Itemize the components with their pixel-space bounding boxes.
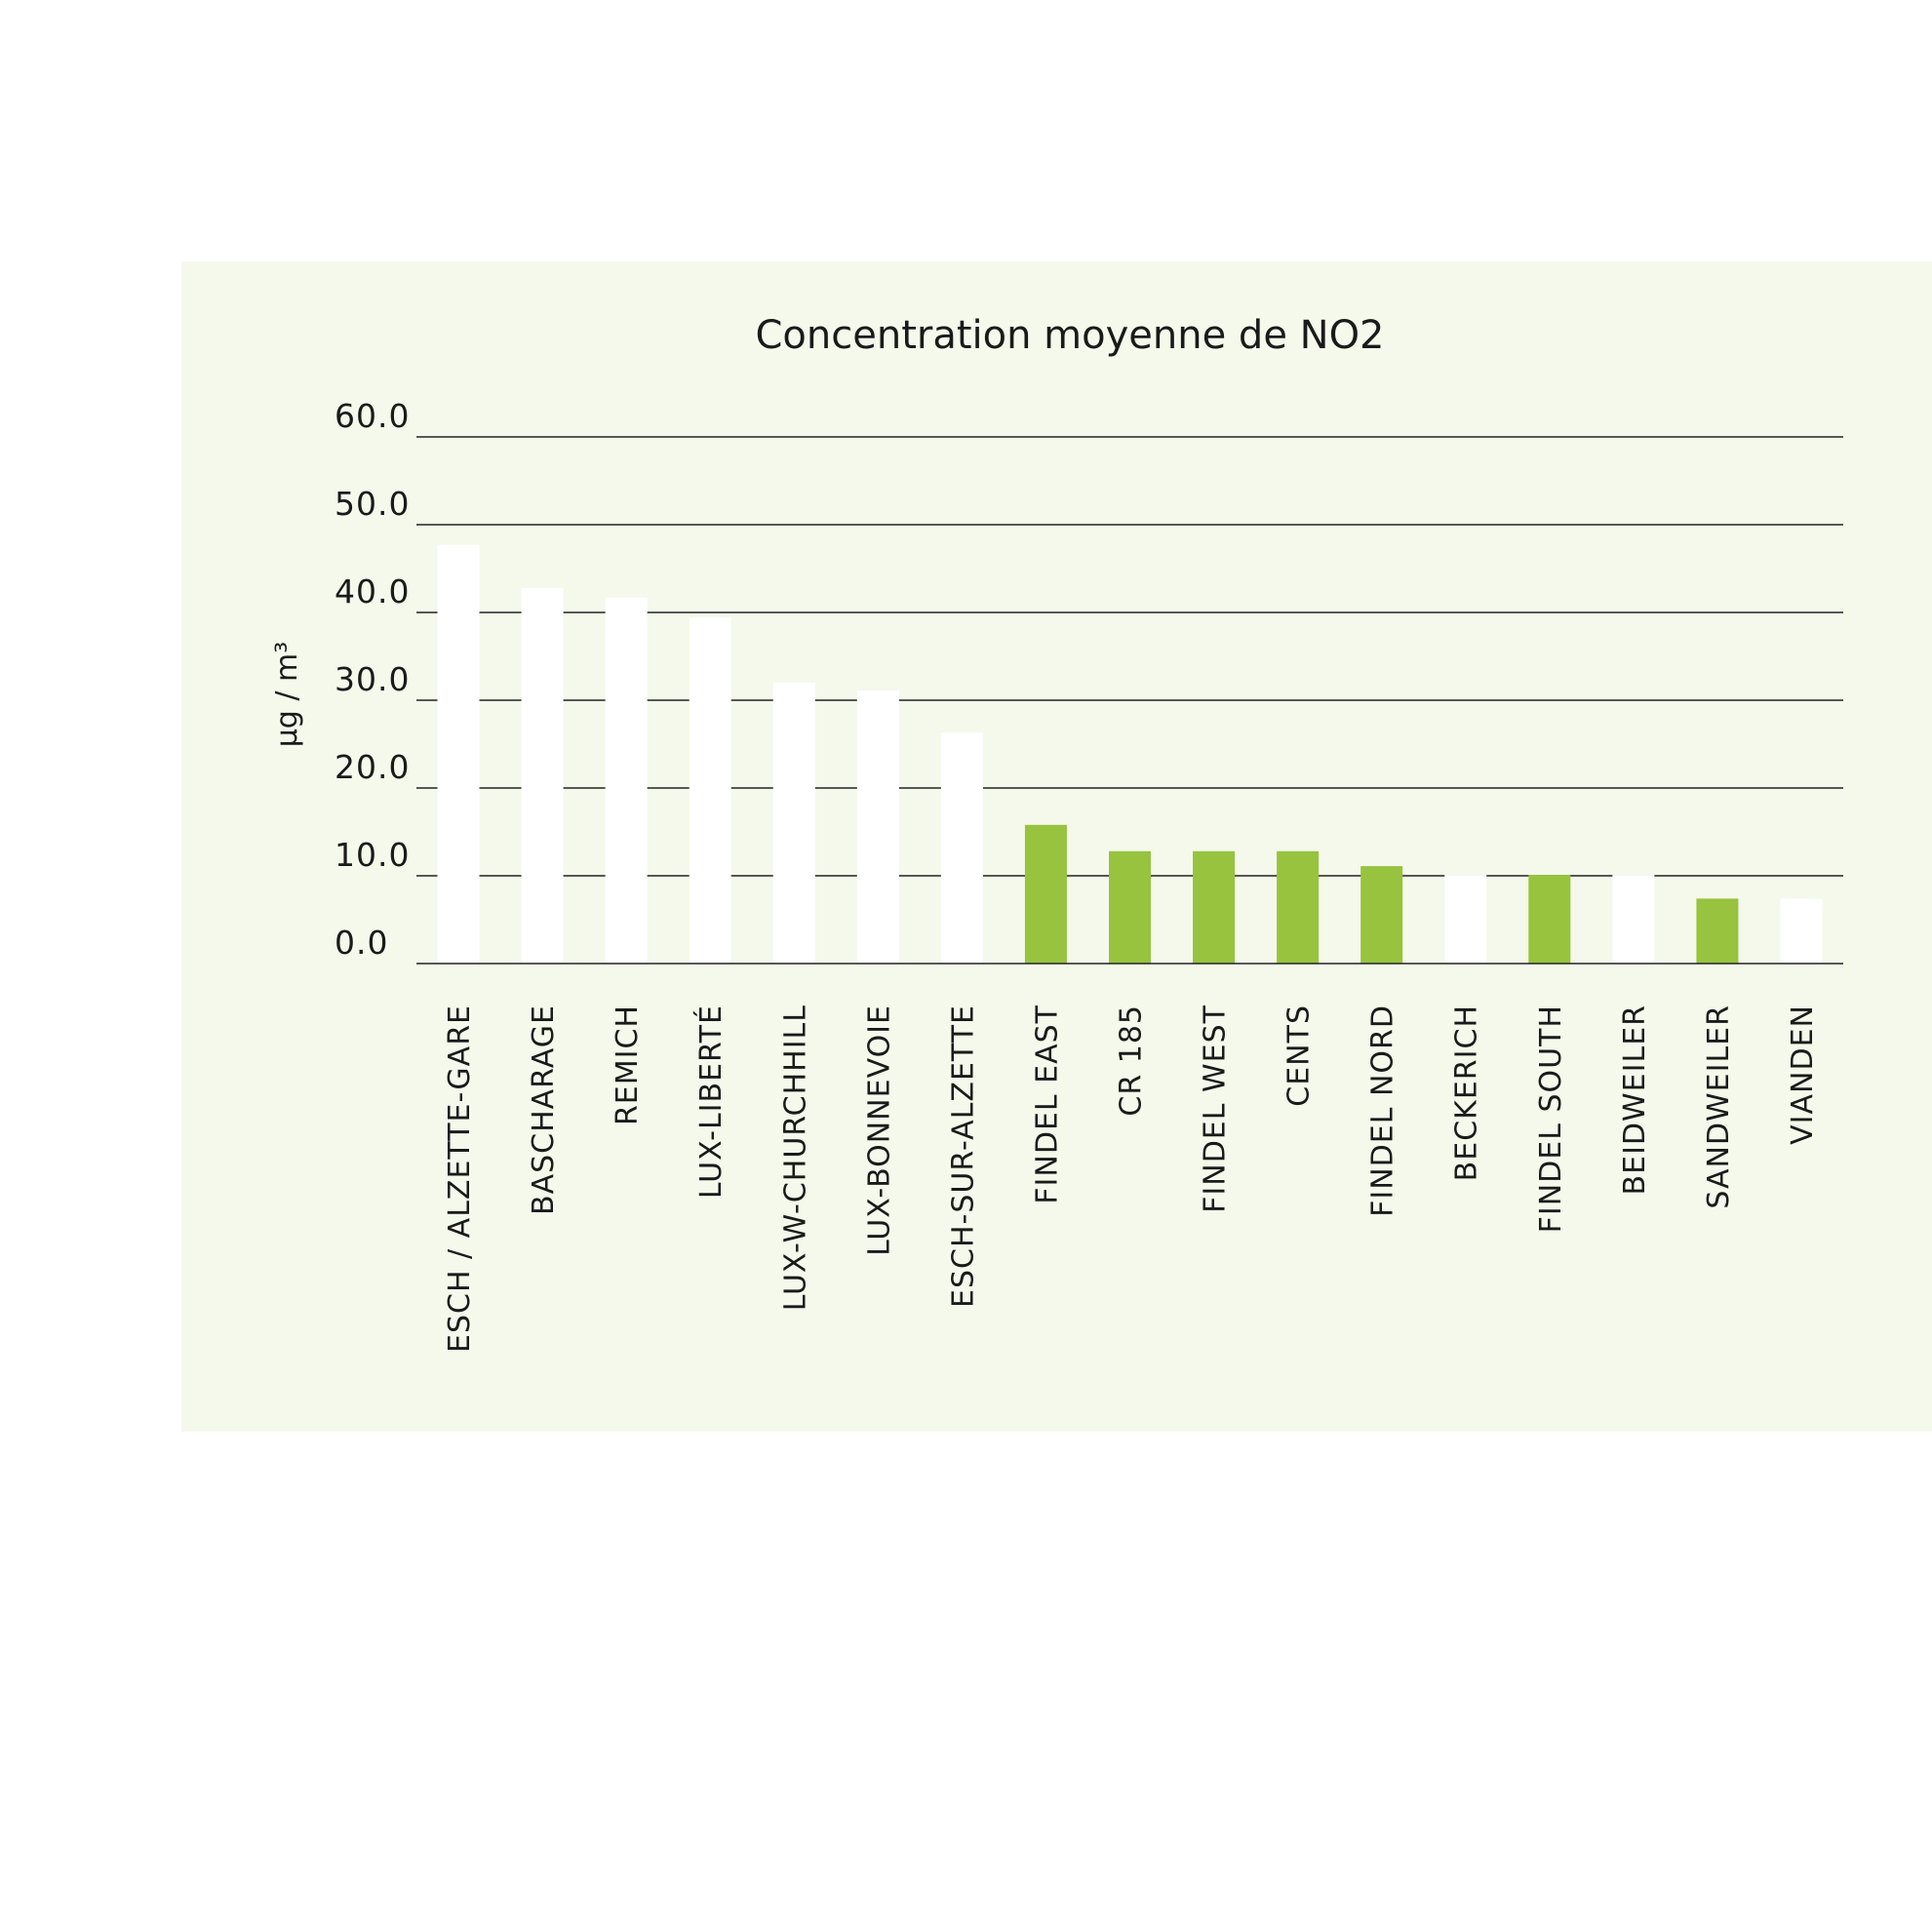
bar-4 (689, 617, 731, 964)
x-category-label: VIANDEN (1786, 1005, 1820, 1145)
x-category-label: SANDWEILER (1702, 1005, 1736, 1209)
bar-16 (1696, 898, 1739, 964)
y-tick-label: 50.0 (335, 485, 410, 523)
bar-17 (1780, 898, 1823, 964)
x-category-label: BASCHARAGE (527, 1005, 561, 1215)
bar-11 (1277, 850, 1320, 964)
x-category-label: LUX-LIBERTÉ (693, 1005, 729, 1199)
bar-10 (1193, 850, 1236, 964)
x-category-label: ESCH-SUR-ALZETTE (946, 1005, 980, 1308)
bar-2 (521, 587, 564, 964)
bar-6 (856, 690, 899, 964)
x-category-label: BECKERICH (1450, 1005, 1484, 1181)
bar-7 (940, 732, 983, 964)
x-category-label: BEIDWEILER (1618, 1005, 1652, 1195)
x-axis-categories: ESCH / ALZETTE-GARE BASCHARAGE REMICH LUX-L… (443, 1005, 1820, 1353)
x-category-label: FINDEL NORD (1366, 1005, 1400, 1217)
y-tick-label: 60.0 (335, 397, 410, 435)
x-category-label: CR 185 (1115, 1005, 1149, 1117)
bar-3 (605, 597, 648, 964)
y-axis-ticks: 0.0 10.0 20.0 30.0 40.0 50.0 60.0 (335, 397, 410, 962)
y-tick-label: 10.0 (335, 836, 410, 874)
x-category-label: REMICH (611, 1005, 645, 1125)
y-tick-label: 20.0 (335, 748, 410, 786)
bar-12 (1360, 866, 1403, 964)
bar-1 (437, 544, 480, 964)
y-tick-label: 40.0 (335, 572, 410, 611)
x-category-label: FINDEL SOUTH (1534, 1005, 1568, 1233)
y-tick-label: 30.0 (335, 660, 410, 698)
bar-15 (1612, 875, 1655, 964)
x-category-label: ESCH / ALZETTE-GARE (443, 1005, 477, 1353)
x-category-label: CENTS (1282, 1005, 1317, 1107)
x-category-label: LUX-W-CHURCHHILL (778, 1005, 812, 1311)
x-category-label: LUX-BONNEVOIE (862, 1005, 896, 1256)
bars (437, 544, 1823, 964)
bar-5 (772, 683, 815, 964)
gridlines (416, 436, 1843, 877)
bar-13 (1444, 875, 1487, 964)
bar-8 (1024, 824, 1067, 964)
bar-9 (1109, 850, 1151, 964)
x-category-label: FINDEL EAST (1030, 1005, 1064, 1204)
x-category-label: FINDEL WEST (1199, 1005, 1233, 1213)
chart-title: Concentration moyenne de NO2 (756, 313, 1385, 358)
y-axis-label: µg / m³ (270, 642, 304, 748)
bar-14 (1528, 875, 1571, 964)
y-tick-label: 0.0 (335, 924, 388, 962)
